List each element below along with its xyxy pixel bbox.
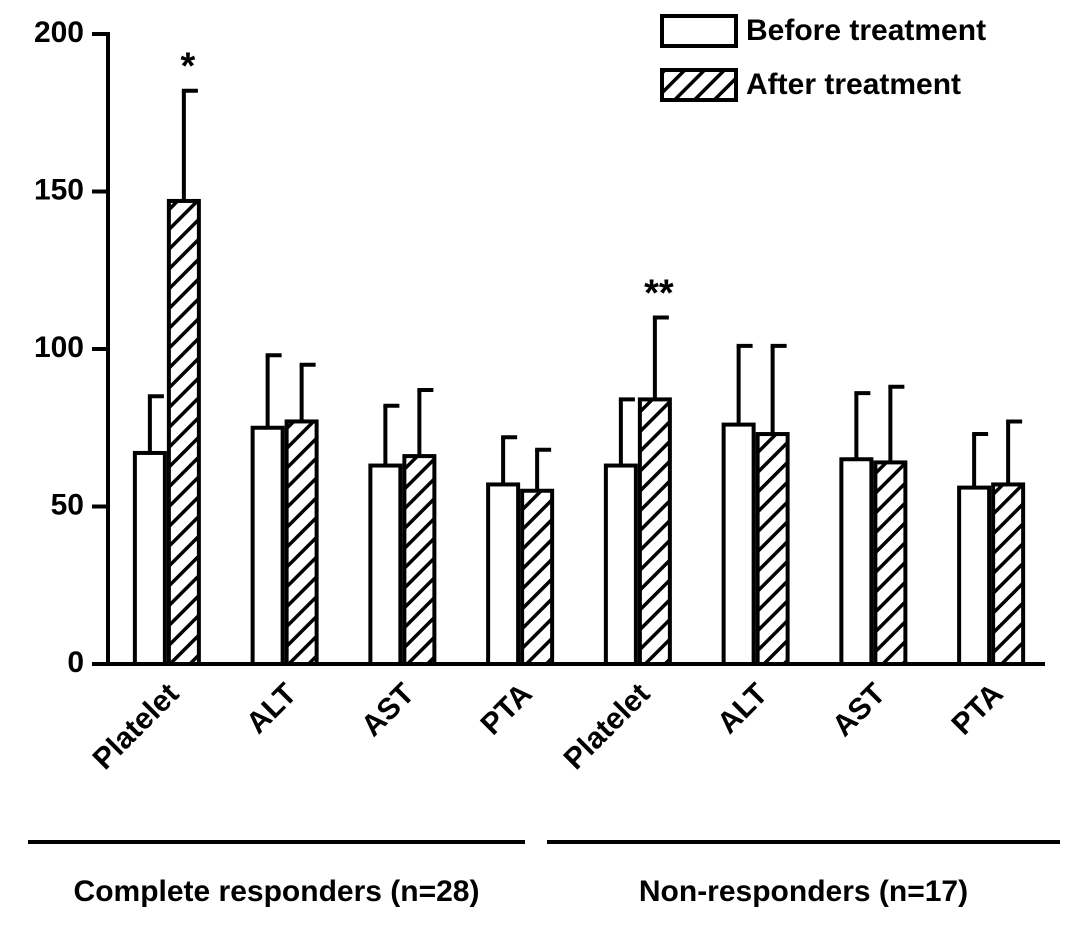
bar	[637, 397, 672, 666]
x-tick-label: AST	[826, 677, 892, 743]
x-tick-label: Platelet	[87, 677, 186, 776]
group-label: Complete responders (n=28)	[74, 875, 480, 908]
bar	[991, 482, 1026, 667]
y-tick-label: 0	[67, 646, 84, 679]
bar	[402, 454, 437, 666]
bar	[250, 425, 285, 666]
x-tick-label: PTA	[945, 677, 1009, 741]
legend-label: After treatment	[746, 68, 961, 101]
legend-label: Before treatment	[746, 14, 986, 47]
x-tick-label: ALT	[711, 677, 774, 740]
annotation: **	[644, 273, 674, 315]
bar	[520, 488, 555, 666]
bar	[166, 198, 201, 666]
bar	[603, 463, 638, 666]
bar	[284, 419, 319, 667]
y-tick-label: 150	[34, 173, 84, 206]
bar	[721, 422, 756, 666]
bar	[839, 457, 874, 666]
bar	[486, 482, 521, 667]
x-tick-label: PTA	[474, 677, 538, 741]
bar	[755, 432, 790, 666]
legend-swatch	[660, 68, 738, 102]
y-tick-label: 50	[51, 488, 84, 521]
y-tick-label: 200	[34, 16, 84, 49]
bar	[957, 485, 992, 666]
x-tick-label: AST	[355, 677, 421, 743]
y-tick-label: 100	[34, 331, 84, 364]
x-tick-label: Platelet	[558, 677, 657, 776]
annotation: *	[180, 46, 195, 88]
legend-swatch	[660, 14, 738, 48]
bar	[132, 450, 167, 667]
group-label: Non-responders (n=17)	[639, 875, 968, 908]
x-tick-label: ALT	[240, 677, 303, 740]
bar	[873, 460, 908, 666]
bar	[368, 463, 403, 666]
